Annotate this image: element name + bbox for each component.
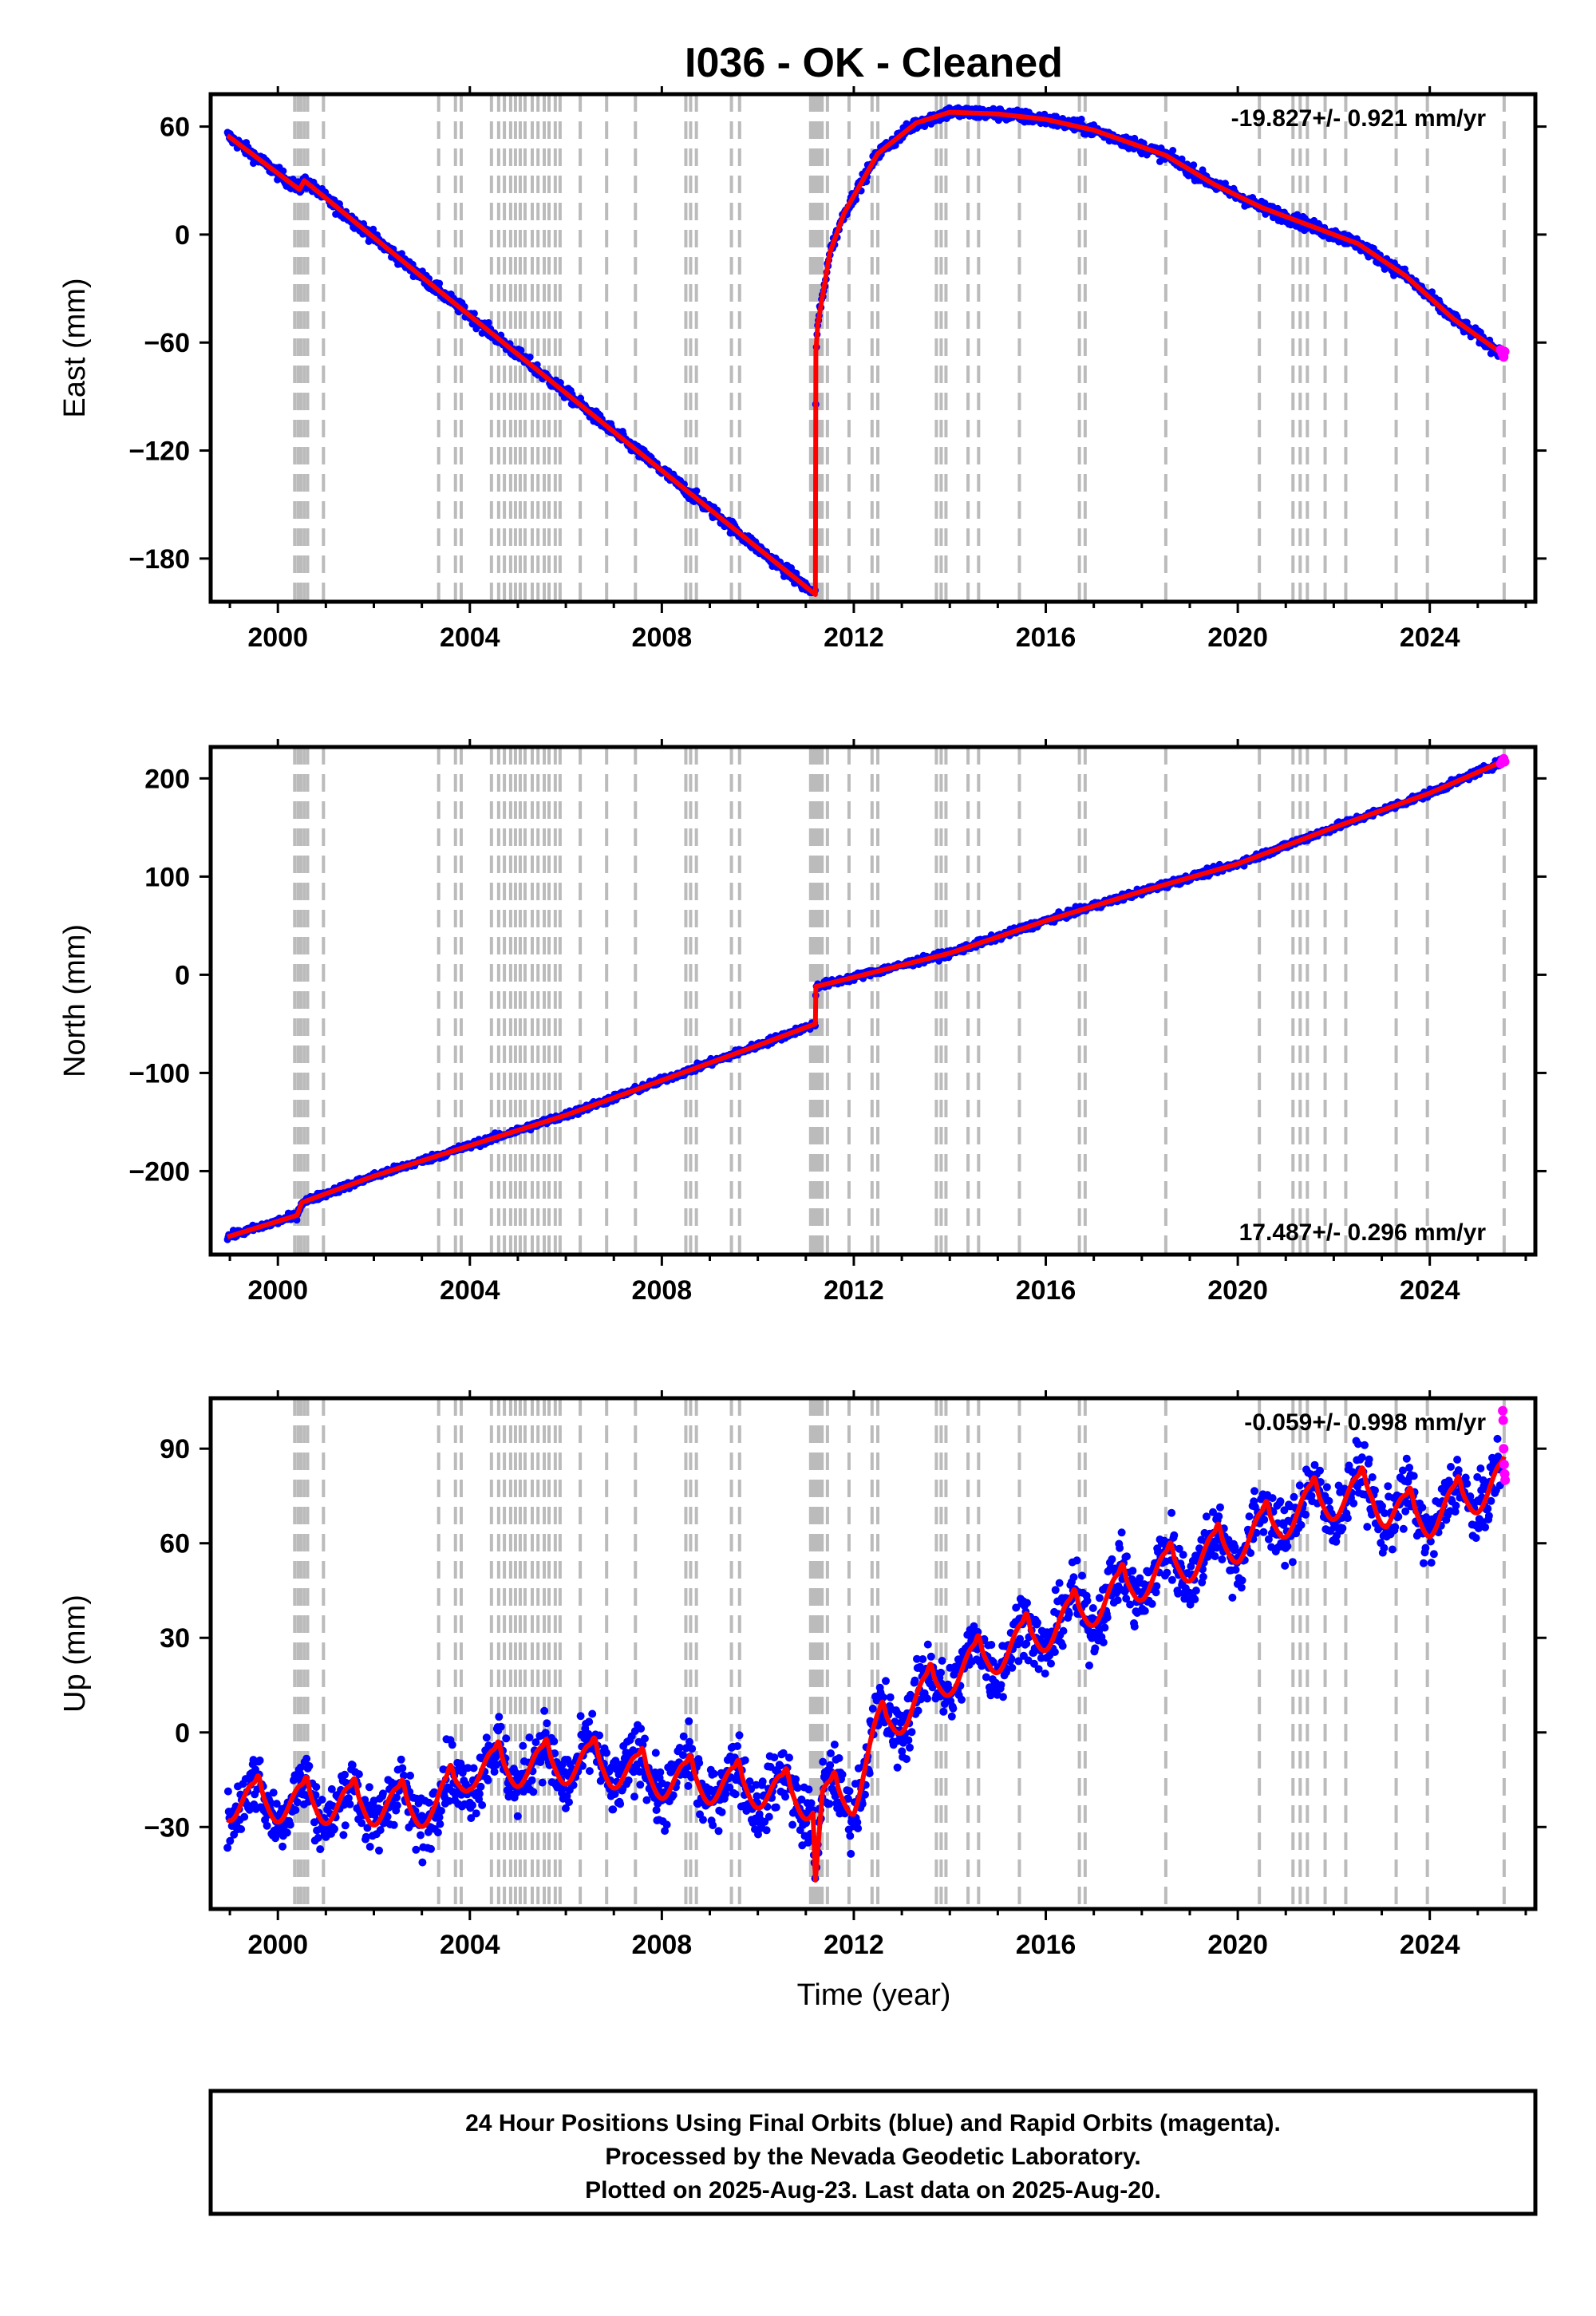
rapid-orbit-point <box>1499 757 1510 767</box>
y-axis-label: North (mm) <box>58 924 92 1077</box>
y-tick-label: −200 <box>128 1156 190 1187</box>
plot-frame <box>208 745 1538 1257</box>
y-tick-label: 100 <box>144 862 190 892</box>
x-tick-label: 2024 <box>1400 622 1460 653</box>
y-tick-label: 60 <box>160 1529 190 1559</box>
x-tick-label: 2012 <box>824 1275 884 1306</box>
footer-box: 24 Hour Positions Using Final Orbits (bl… <box>208 2089 1538 2216</box>
x-tick-label: 2000 <box>247 1930 308 1960</box>
event-lines <box>293 1398 1506 1909</box>
north-panel: 2000 2004 2008 2012 2016 2020 2024 −200 −100 0 100… <box>58 739 1547 1306</box>
y-tick-label: 90 <box>160 1434 190 1464</box>
footer-line-3: Plotted on 2025-Aug-23. Last data on 202… <box>585 2177 1161 2203</box>
model-fit-line <box>225 758 1507 1239</box>
x-tick-label: 2004 <box>440 1275 500 1306</box>
x-tick-label: 2020 <box>1207 1275 1268 1306</box>
x-tick-label: 2024 <box>1400 1275 1460 1306</box>
plot-frame <box>208 92 1538 604</box>
rapid-orbit-point <box>1498 1415 1508 1425</box>
x-axis-label: Time (year) <box>797 1978 951 2012</box>
footer-line-2: Processed by the Nevada Geodetic Laborat… <box>605 2144 1140 2170</box>
x-tick-label: 2004 <box>440 622 500 653</box>
y-tick-label: 200 <box>144 764 190 794</box>
event-lines <box>293 747 1506 1255</box>
east-panel: 2000 2004 2008 2012 2016 2020 2024 −180 −120 −60 0… <box>58 86 1547 653</box>
footer-frame <box>208 2089 1538 2216</box>
y-tick-label: 60 <box>160 113 190 143</box>
y-tick-label: 0 <box>175 960 190 990</box>
x-tick-label: 2008 <box>632 1275 693 1306</box>
chart-title: I036 - OK - Cleaned <box>685 40 1063 86</box>
footer-line-1: 24 Hour Positions Using Final Orbits (bl… <box>465 2110 1281 2136</box>
x-tick-label: 2000 <box>247 622 308 653</box>
y-tick-label: 0 <box>175 1718 190 1749</box>
x-tick-label: 2024 <box>1400 1930 1460 1960</box>
x-tick-label: 2020 <box>1207 622 1268 653</box>
rate-label: -0.059+/- 0.998 mm/yr <box>1244 1409 1486 1436</box>
x-tick-label: 2020 <box>1207 1930 1268 1960</box>
x-tick-label: 2012 <box>824 1930 884 1960</box>
y-axis-label: East (mm) <box>58 278 92 417</box>
y-axis-label: Up (mm) <box>58 1595 92 1713</box>
rapid-orbit-point <box>1499 1444 1509 1454</box>
model-fit-line <box>225 1455 1507 1883</box>
x-tick-label: 2008 <box>632 622 693 653</box>
final-orbit-points <box>223 1434 1504 1883</box>
x-tick-label: 2016 <box>1016 1275 1077 1306</box>
x-tick-label: 2016 <box>1016 1930 1077 1960</box>
y-tick-label: 0 <box>175 220 190 251</box>
y-tick-label: −60 <box>144 328 190 358</box>
model-fit-line <box>225 109 1507 597</box>
x-tick-label: 2012 <box>824 622 884 653</box>
x-tick-label: 2008 <box>632 1930 693 1960</box>
rapid-orbit-point <box>1499 1459 1509 1469</box>
y-tick-label: −30 <box>144 1812 190 1843</box>
up-panel: 2000 2004 2008 2012 2016 2020 2024 −30 0 30 60 90 Up… <box>58 1390 1547 1960</box>
y-tick-label: −100 <box>128 1058 190 1089</box>
rapid-orbit-point <box>1499 346 1510 357</box>
rapid-orbit-point <box>1500 1475 1511 1485</box>
rapid-orbit-point <box>1498 1405 1508 1416</box>
y-tick-label: 30 <box>160 1623 190 1654</box>
rate-label: 17.487+/- 0.296 mm/yr <box>1239 1219 1487 1246</box>
plot-frame <box>208 1396 1538 1911</box>
y-tick-label: −120 <box>128 437 190 467</box>
y-tick-label: −180 <box>128 544 190 575</box>
rate-label: -19.827+/- 0.921 mm/yr <box>1231 105 1487 132</box>
x-tick-label: 2016 <box>1016 622 1077 653</box>
x-tick-label: 2000 <box>247 1275 308 1306</box>
x-tick-label: 2004 <box>440 1930 500 1960</box>
